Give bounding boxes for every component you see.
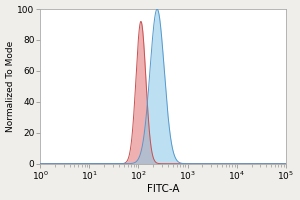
Y-axis label: Normalized To Mode: Normalized To Mode (6, 41, 15, 132)
X-axis label: FITC-A: FITC-A (147, 184, 179, 194)
